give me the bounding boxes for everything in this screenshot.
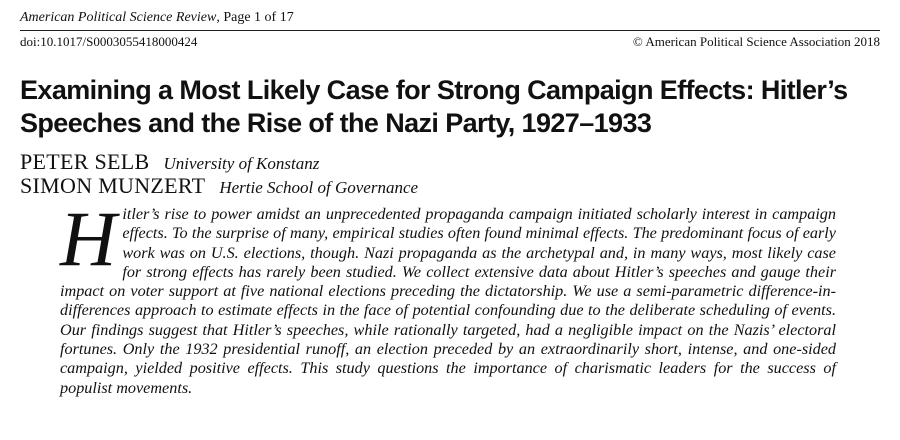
doi-prefix: doi:: [20, 34, 41, 49]
author-entry: SIMON MUNZERT Hertie School of Governance: [20, 174, 418, 200]
author-affiliation: University of Konstanz: [163, 154, 320, 173]
author-name: PETER SELB: [20, 149, 150, 174]
author-name: SIMON MUNZERT: [20, 173, 206, 198]
author-entry: PETER SELB University of Konstanz: [20, 150, 319, 176]
abstract-text: itler’s rise to power amidst an unpreced…: [60, 205, 836, 397]
doi-link[interactable]: 10.1017/S0003055418000424: [40, 34, 198, 49]
doi-line: doi:10.1017/S0003055418000424: [20, 34, 197, 50]
author-affiliation: Hertie School of Governance: [219, 178, 419, 197]
article-title: Examining a Most Likely Case for Strong …: [20, 75, 848, 138]
journal-name: American Political Science Review: [20, 10, 217, 25]
copyright: © American Political Science Association…: [632, 34, 880, 49]
header-rule: [20, 30, 880, 31]
running-header: American Political Science Review, Page …: [20, 10, 294, 26]
page-info: , Page 1 of 17: [216, 10, 294, 25]
abstract-drop-cap: H: [60, 195, 117, 282]
